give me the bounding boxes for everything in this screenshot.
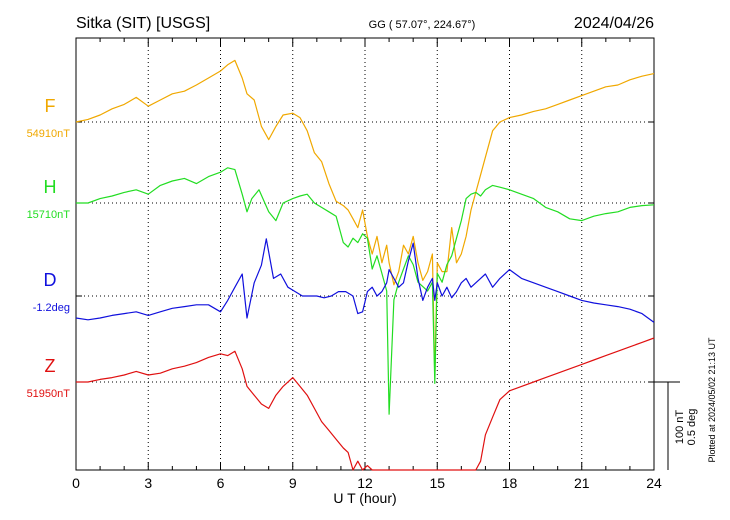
series-name-f: F <box>45 96 56 116</box>
x-tick-label: 6 <box>217 475 225 491</box>
series-name-h: H <box>44 177 57 197</box>
series-name-d: D <box>44 270 57 290</box>
series-baseline-f: 54910nT <box>27 128 71 140</box>
x-tick-label: 24 <box>646 475 662 491</box>
series-line-d <box>75 238 655 323</box>
coords-label: GG ( 57.07°, 224.67°) <box>369 19 476 31</box>
series-line-h <box>76 167 655 415</box>
plotted-at-note: Plotted at 2024/05/02 21:13 UT <box>707 337 717 463</box>
x-tick-label: 18 <box>502 475 518 491</box>
x-axis-label: U T (hour) <box>333 490 396 506</box>
scale-deg-label: 0.5 deg <box>686 409 698 446</box>
series-baseline-z: 51950nT <box>27 388 71 400</box>
series-baseline-h: 15710nT <box>27 209 71 221</box>
scale-nt-label: 100 nT <box>674 410 686 445</box>
series-layer <box>75 59 655 471</box>
x-tick-label: 9 <box>289 475 297 491</box>
x-axis-ticks: 0 3 6 9 12 15 18 21 24 <box>72 38 662 491</box>
series-line-f <box>75 59 655 378</box>
date-label: 2024/04/26 <box>574 15 654 32</box>
x-tick-label: 21 <box>574 475 590 491</box>
scale-bar: 100 nT 0.5 deg <box>654 381 698 470</box>
x-tick-label: 0 <box>72 475 80 491</box>
station-title: Sitka (SIT) [USGS] <box>76 15 210 32</box>
series-labels: F 54910nT H 15710nT D -1.2deg Z 51950nT <box>27 96 71 400</box>
grid-lines <box>76 38 654 470</box>
x-tick-label: 3 <box>144 475 152 491</box>
series-name-z: Z <box>45 356 56 376</box>
x-tick-label: 12 <box>357 475 373 491</box>
series-line-z <box>76 337 655 471</box>
series-baseline-d: -1.2deg <box>33 302 70 314</box>
x-tick-label: 15 <box>429 475 445 491</box>
